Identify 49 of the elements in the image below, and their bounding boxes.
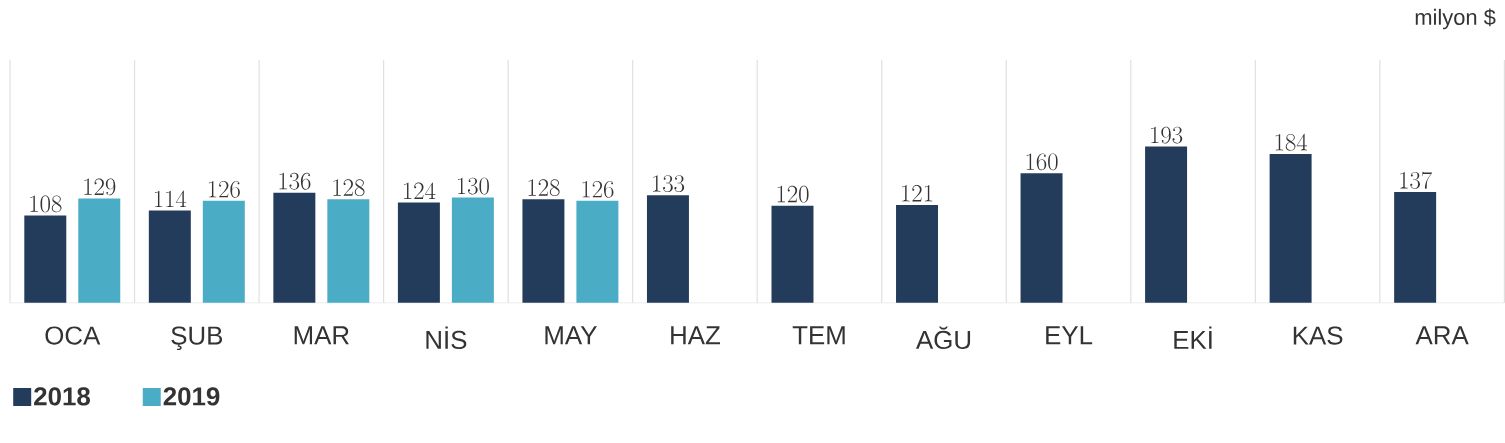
data-label: 160 (1026, 153, 1058, 171)
data-label: 126 (582, 181, 614, 198)
bar (646, 195, 689, 303)
x-tick-label: TEM (792, 326, 845, 345)
data-label: 137 (1400, 171, 1432, 189)
data-label: 184 (1275, 133, 1308, 151)
x-tick-label: AĞU (916, 326, 971, 350)
x-tick-label: HAZ (671, 326, 721, 345)
data-label: 126 (208, 181, 240, 198)
bar (896, 205, 939, 303)
data-label: 128 (333, 179, 365, 197)
legend-label: 2019 (163, 387, 220, 406)
data-label: 128 (528, 179, 560, 197)
data-label: 114 (154, 190, 187, 208)
bar (327, 199, 370, 303)
x-tick-label: ŞUB (171, 326, 223, 351)
x-tick-label: OCA (45, 326, 101, 345)
bar (1145, 146, 1188, 303)
bar (397, 202, 440, 303)
data-label: 193 (1151, 126, 1183, 144)
bar (451, 197, 494, 303)
bar (522, 199, 565, 303)
bar (1020, 173, 1063, 303)
bar (771, 205, 814, 303)
bar (148, 210, 191, 303)
bar (202, 200, 245, 303)
x-tick-label: MAY (545, 326, 597, 345)
bar (576, 200, 619, 303)
x-tick-label: ARA (1415, 326, 1469, 345)
data-label: 121 (902, 185, 933, 202)
data-label: 108 (30, 195, 62, 213)
data-label: 129 (84, 178, 116, 196)
x-tick-label: EYL (1046, 326, 1093, 345)
bar (1269, 153, 1312, 303)
data-label: 124 (404, 182, 436, 200)
text: milyon $ (1415, 8, 1496, 30)
x-tick-label: MAR (294, 326, 349, 345)
data-label: 130 (457, 177, 489, 195)
data-label: 136 (279, 172, 311, 190)
data-label: 120 (777, 185, 809, 203)
x-tick-label: KAS (1293, 326, 1343, 345)
bar (78, 198, 121, 303)
bar (24, 215, 67, 303)
bar (1394, 192, 1437, 303)
x-tick-label: EKİ (1174, 326, 1212, 349)
x-tick-label: NİS (426, 326, 467, 350)
data-label: 133 (653, 175, 685, 193)
bar (273, 192, 316, 303)
legend-label: 2018 (34, 387, 90, 406)
